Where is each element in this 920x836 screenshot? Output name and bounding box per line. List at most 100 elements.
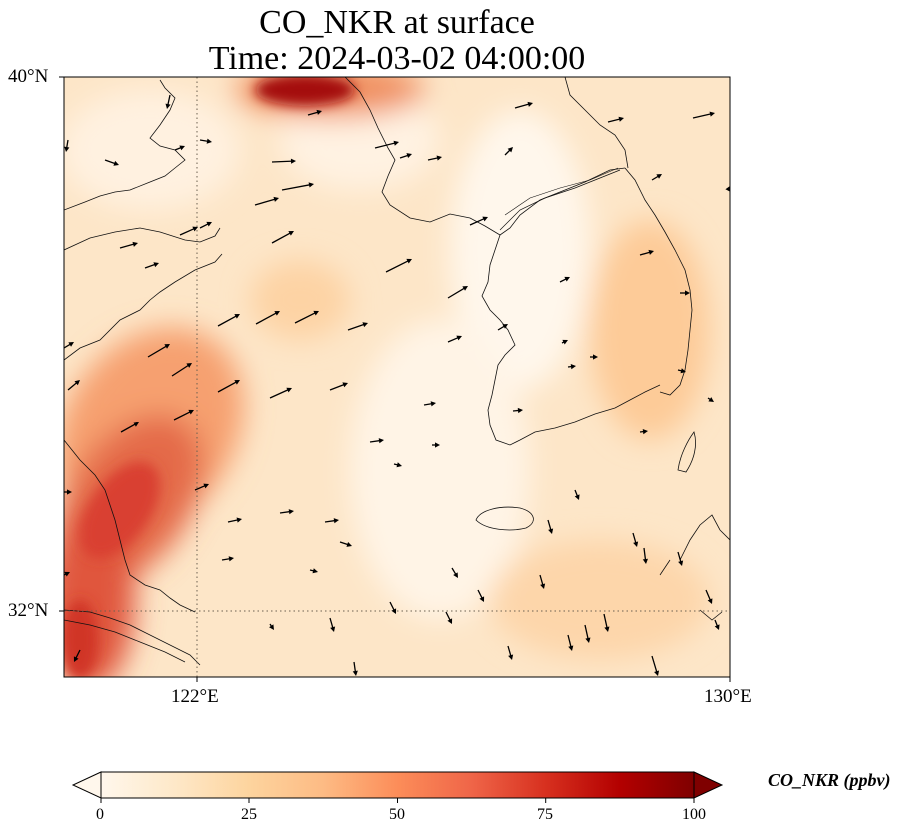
wind-arrow: [447, 286, 468, 299]
wind-arrow: [64, 139, 70, 152]
wind-arrow: [217, 314, 240, 327]
wind-arrow: [680, 290, 690, 296]
wind-arrow: [427, 155, 442, 161]
colorbar-gradient: [100, 771, 695, 799]
colorbar-tick-0: 0: [96, 806, 104, 823]
wind-arrow: [221, 556, 234, 562]
wind-arrow: [514, 101, 533, 109]
jeju-island: [475, 506, 534, 531]
wind-arrow: [352, 661, 358, 676]
concentration-field: [64, 77, 730, 677]
wind-arrow: [567, 364, 576, 370]
wind-arrow: [324, 518, 339, 524]
wind-arrow: [539, 574, 546, 589]
wind-arrow: [329, 382, 348, 391]
wind-arrow: [603, 613, 610, 632]
colorbar-extend-min: [71, 771, 102, 799]
wind-arrow: [512, 407, 523, 414]
wind-arrow: [73, 649, 81, 662]
wind-arrow: [144, 262, 159, 269]
wind-arrow: [477, 589, 485, 602]
wind-arrow: [677, 368, 686, 374]
wind-arrow: [194, 483, 209, 491]
coastline-jiangsu: [64, 439, 196, 613]
map-frame: [63, 76, 731, 678]
wind-arrow: [294, 310, 319, 324]
wind-vectors: [64, 94, 730, 676]
wind-arrow: [639, 249, 654, 256]
wind-arrow: [174, 145, 185, 151]
wind-arrow: [269, 387, 292, 399]
wind-arrow: [574, 489, 580, 500]
wind-arrow: [707, 397, 714, 402]
wind-arrow: [432, 442, 440, 448]
wind-arrow: [567, 634, 574, 651]
wind-arrow: [445, 611, 453, 624]
wind-arrow: [714, 619, 720, 630]
coastline-liaodong: [64, 227, 221, 251]
wind-arrow: [64, 342, 74, 349]
lat-label-40n: 40°N: [8, 66, 49, 87]
coastline-bohai: [64, 79, 186, 211]
dmz-border: [504, 167, 619, 216]
wind-arrow: [469, 216, 488, 226]
border-line: [499, 169, 621, 231]
wind-arrow: [255, 311, 280, 325]
wind-arrow: [451, 567, 458, 578]
wind-arrow: [171, 363, 192, 377]
wind-arrow: [389, 601, 397, 614]
wind-arrow: [309, 568, 318, 574]
wind-arrow: [64, 571, 70, 577]
wind-arrow: [559, 276, 570, 283]
japan-kyushu: [659, 514, 730, 621]
coastline-shandong: [64, 253, 223, 361]
wind-arrow: [504, 147, 513, 156]
wind-arrow: [369, 438, 384, 444]
wind-arrow: [423, 401, 436, 407]
wind-arrow: [329, 617, 336, 632]
wind-arrow: [120, 422, 139, 433]
colorbar-tick-100: 100: [682, 806, 706, 823]
tsushima-island: [677, 431, 696, 473]
yangtze-estuary: [64, 609, 201, 666]
wind-arrow: [67, 380, 80, 391]
wind-arrow: [547, 519, 554, 534]
coastlines: [64, 77, 730, 666]
wind-arrow: [227, 517, 242, 523]
colorbar-tick-50: 50: [389, 806, 405, 823]
wind-arrow: [281, 182, 314, 191]
colorbar-extend-max: [693, 771, 724, 799]
wind-arrow: [639, 429, 648, 435]
lat-label-32n: 32°N: [8, 600, 49, 621]
map-time: Time: 2024-03-02 04:00:00: [208, 40, 586, 77]
colorbar-title: CO_NKR (ppbv): [768, 770, 891, 790]
wind-arrow: [104, 159, 119, 166]
colorbar-tick-75: 75: [537, 806, 553, 823]
wind-arrow: [677, 551, 684, 566]
coastline-korea-west: [481, 234, 661, 446]
wind-arrow: [254, 196, 279, 206]
wind-arrow: [269, 623, 274, 630]
map-title: CO_NKR at surface: [259, 4, 535, 41]
axis-ticks: [59, 76, 731, 682]
wind-arrow: [173, 409, 194, 421]
wind-arrow: [584, 624, 591, 643]
wind-arrow: [590, 354, 598, 360]
lon-label-130e: 130°E: [704, 686, 752, 707]
wind-arrow: [561, 339, 568, 345]
wind-arrow: [632, 532, 639, 547]
wind-arrow: [447, 335, 462, 343]
wind-arrow: [147, 344, 170, 358]
wind-arrow: [497, 324, 508, 331]
wind-arrow: [374, 140, 399, 149]
colorbar-tick-25: 25: [241, 806, 257, 823]
wind-arrow: [119, 241, 138, 249]
coastline-korea-north: [564, 77, 629, 169]
wind-arrow: [393, 462, 402, 468]
wind-arrow: [271, 158, 296, 164]
wind-arrow: [339, 541, 352, 547]
wind-arrow: [651, 174, 662, 181]
wind-arrow: [347, 322, 368, 331]
lon-label-122e: 122°E: [171, 686, 219, 707]
